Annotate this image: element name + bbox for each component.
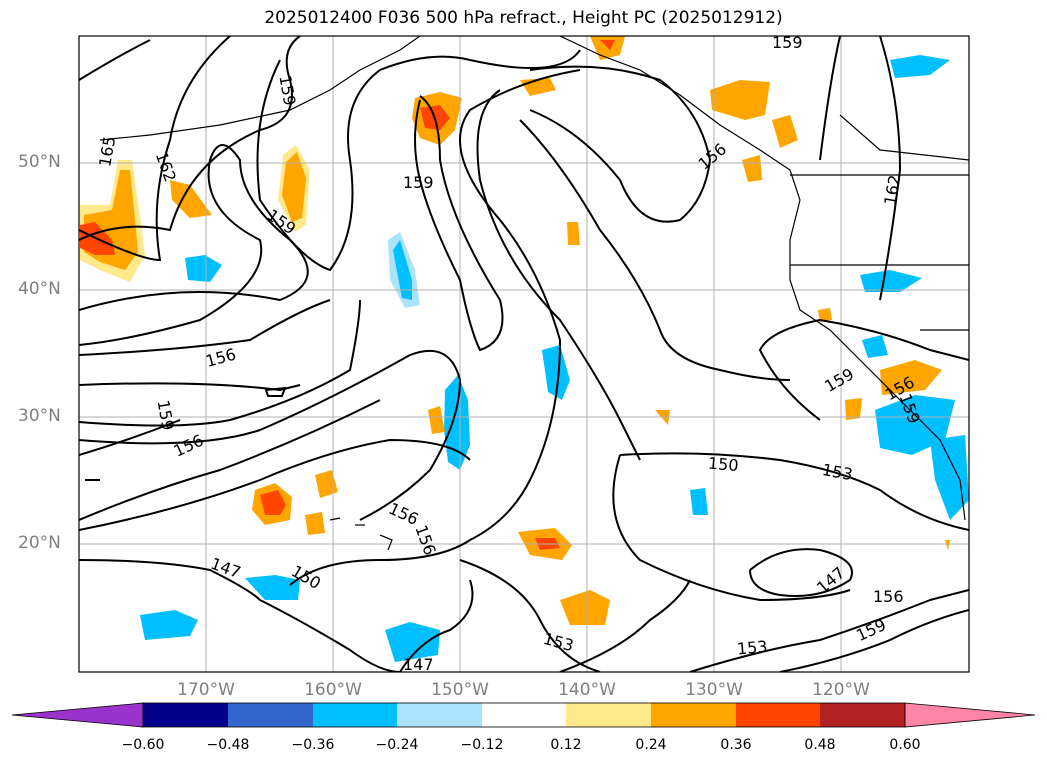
colorbar-tick-label: 0.12: [550, 737, 582, 753]
lon-label: 130°W: [685, 680, 743, 700]
colorbar-bin: [820, 703, 905, 727]
colorbar-bin: [651, 703, 736, 727]
colorbar-bin: [566, 703, 651, 727]
colorbar-tick-label: −0.12: [460, 737, 504, 753]
map-title: 2025012400 F036 500 hPa refract., Height…: [264, 8, 783, 28]
contour-label: 159: [772, 33, 803, 52]
colorbar-tick-label: −0.48: [206, 737, 250, 753]
lat-label: 40°N: [18, 279, 61, 299]
colorbar-tick-label: 0.60: [889, 737, 921, 753]
colorbar-bin: [228, 703, 313, 727]
colorbar-bin: [482, 703, 566, 727]
colorbar: [11, 702, 1036, 728]
contour-label: 153: [736, 637, 768, 659]
colorbar-bin: [736, 703, 820, 727]
colorbar-tick-label: −0.60: [121, 737, 165, 753]
colorbar-tick-label: 0.48: [804, 737, 836, 753]
contour-label: 150: [707, 454, 739, 476]
colorbar-tick-label: 0.36: [720, 737, 752, 753]
lat-label: 30°N: [18, 406, 61, 426]
map-frame: [78, 35, 970, 673]
contour-label: 159: [403, 173, 434, 192]
lon-label: 150°W: [431, 680, 489, 700]
contour-label: 156: [873, 587, 904, 606]
anomaly-shading: [80, 36, 969, 662]
lon-label: 160°W: [304, 680, 362, 700]
colorbar-bin: [143, 703, 228, 727]
map-background: [79, 36, 969, 672]
colorbar-extend-low: [11, 702, 144, 728]
lon-label: 140°W: [558, 680, 616, 700]
colorbar-extend-high: [904, 702, 1036, 728]
colorbar-tick-label: −0.24: [375, 737, 419, 753]
colorbar-bin: [313, 703, 397, 727]
lat-label: 50°N: [18, 152, 61, 172]
lon-label: 170°W: [177, 680, 235, 700]
lat-label: 20°N: [18, 533, 61, 553]
colorbar-tick-label: 0.24: [635, 737, 667, 753]
lon-label: 120°W: [812, 680, 870, 700]
contour-label: 147: [403, 655, 434, 674]
colorbar-bin: [397, 703, 482, 727]
colorbar-tick-label: −0.36: [291, 737, 335, 753]
height-contours: [79, 36, 969, 672]
